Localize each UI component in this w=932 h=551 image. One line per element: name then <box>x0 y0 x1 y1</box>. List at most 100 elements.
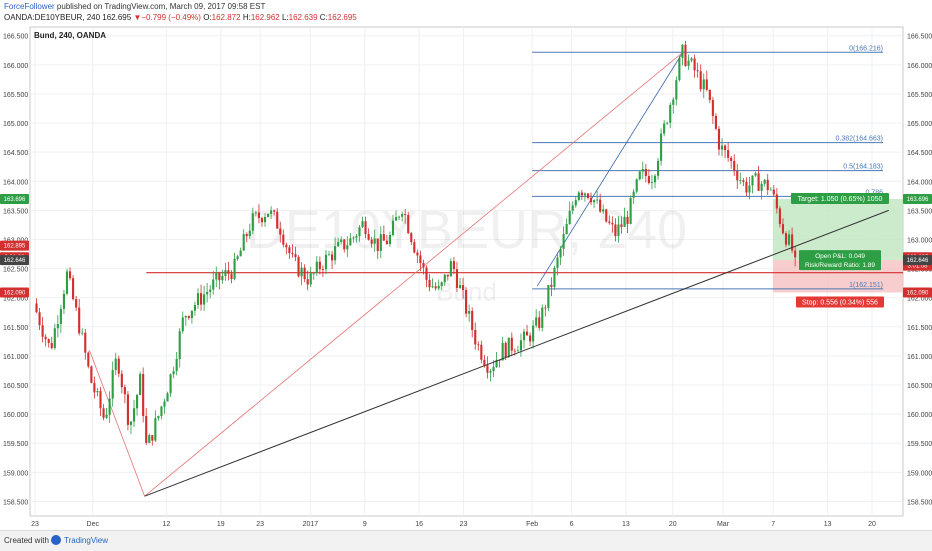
candle-body <box>781 224 785 234</box>
candle <box>349 233 352 246</box>
candle-body <box>745 181 748 193</box>
candle <box>340 236 343 245</box>
candle <box>751 175 754 194</box>
candle <box>242 229 245 251</box>
candle <box>724 144 727 159</box>
candle <box>132 400 136 428</box>
open-pnl-text: Open P&L: 0.049 <box>815 253 865 260</box>
price-tag-left: 162.090 <box>0 287 29 298</box>
y-tick-label-left: 160.500 <box>3 383 28 390</box>
candle <box>376 238 379 259</box>
candle-body <box>495 359 498 367</box>
y-tick-label-left: 159.500 <box>3 441 28 448</box>
candle <box>300 262 303 286</box>
candle-body <box>391 220 395 236</box>
candle <box>669 102 672 129</box>
price-tag-left-text: 163.696 <box>4 197 26 203</box>
y-tick-label-right: 163.000 <box>907 237 932 244</box>
y-tick-label-left: 160.000 <box>3 412 28 419</box>
y-tick-label-right: 159.000 <box>907 470 932 477</box>
candle <box>510 332 513 357</box>
candle-body <box>443 274 446 283</box>
candle-body <box>791 234 794 251</box>
candle-body <box>315 261 318 273</box>
candle <box>577 190 580 202</box>
candle-body <box>660 133 663 161</box>
candle <box>260 216 264 227</box>
candle <box>44 334 47 347</box>
candle <box>206 282 209 303</box>
candle-body <box>623 216 626 227</box>
candle-body <box>385 240 388 245</box>
candle <box>297 255 300 278</box>
candle-body <box>574 200 577 206</box>
y-tick-label-right: 160.000 <box>907 412 932 419</box>
candle <box>291 244 294 258</box>
candle <box>699 64 702 92</box>
candle <box>50 336 53 350</box>
candle-body <box>727 150 730 158</box>
candle-body <box>282 234 285 245</box>
candle-body <box>367 234 370 240</box>
candle-body <box>111 370 114 399</box>
candle-body <box>291 253 294 255</box>
candle-body <box>629 197 632 224</box>
candle-body <box>794 250 797 258</box>
candle <box>343 238 346 253</box>
candle-body <box>653 175 657 183</box>
candle <box>656 157 660 180</box>
x-tick-label: 23 <box>31 521 39 528</box>
candle-body <box>586 193 590 198</box>
candle-body <box>108 398 111 415</box>
candle-body <box>784 233 788 245</box>
candle <box>446 274 449 281</box>
candle-body <box>187 316 190 319</box>
candle <box>586 192 590 200</box>
candle-body <box>123 387 126 395</box>
tradingview-link[interactable]: TradingView <box>64 536 109 545</box>
candle <box>96 387 99 397</box>
candle <box>145 407 148 446</box>
candle-body <box>632 191 635 198</box>
trendline-support <box>144 209 889 497</box>
candle-body <box>203 294 206 305</box>
candle <box>589 192 593 206</box>
candle-body <box>59 308 62 324</box>
candle <box>568 201 571 226</box>
candle-body <box>690 58 693 61</box>
candle <box>224 262 227 281</box>
candle <box>221 269 224 284</box>
candle <box>117 355 120 378</box>
candle <box>638 170 641 181</box>
candle-body <box>675 80 678 100</box>
candle-body <box>35 303 38 313</box>
candle-body <box>370 239 373 244</box>
candle <box>285 242 288 255</box>
candle <box>620 216 623 234</box>
candle-body <box>532 325 535 342</box>
candle-body <box>239 250 242 257</box>
candle-body <box>184 316 187 318</box>
candle <box>422 259 425 275</box>
candle <box>38 308 41 330</box>
candle <box>99 386 102 417</box>
candle <box>583 192 586 202</box>
author-link[interactable]: ForceFollower <box>4 2 55 11</box>
candle <box>239 247 242 257</box>
candle-body <box>236 256 239 259</box>
candle <box>410 231 413 246</box>
candle-body <box>139 373 142 395</box>
candle-body <box>739 180 742 182</box>
tradingview-logo-icon[interactable] <box>51 535 61 545</box>
y-tick-label-right: 160.500 <box>907 383 932 390</box>
candle-body <box>41 325 44 337</box>
candle <box>431 278 434 289</box>
candle <box>455 261 459 292</box>
candle <box>330 250 334 269</box>
candle-body <box>638 171 641 180</box>
candle <box>337 237 340 247</box>
candle <box>93 376 96 399</box>
candle-body <box>733 160 736 172</box>
price-tag-left-bg <box>0 193 29 204</box>
